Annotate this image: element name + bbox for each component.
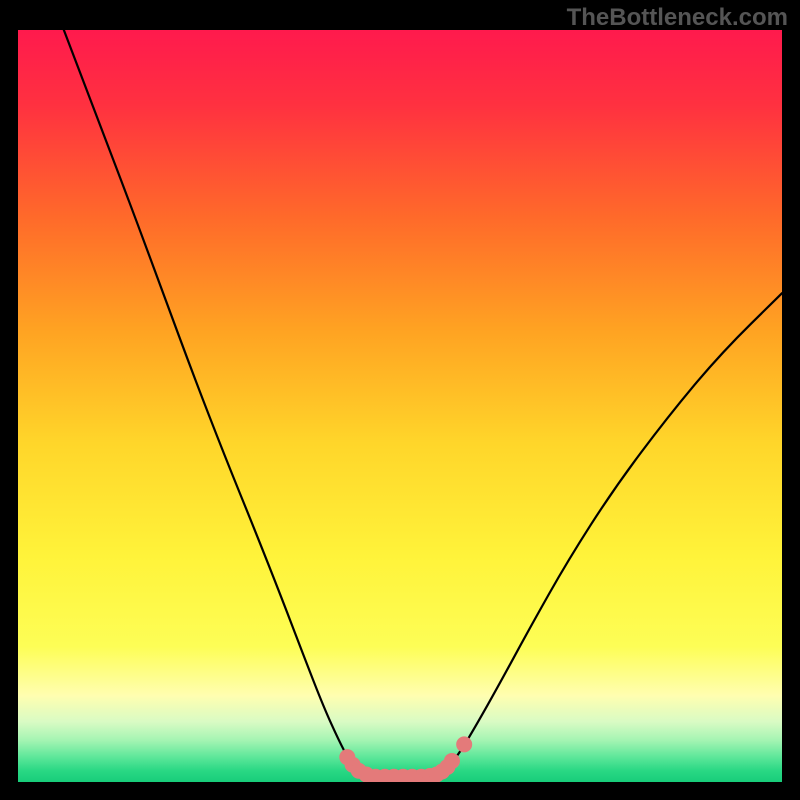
watermark-label: TheBottleneck.com	[567, 4, 788, 32]
chart-plot-area	[18, 30, 782, 782]
marker-dot	[444, 753, 459, 768]
chart-svg	[18, 30, 782, 782]
gradient-background	[18, 30, 782, 782]
marker-dot	[457, 737, 472, 752]
